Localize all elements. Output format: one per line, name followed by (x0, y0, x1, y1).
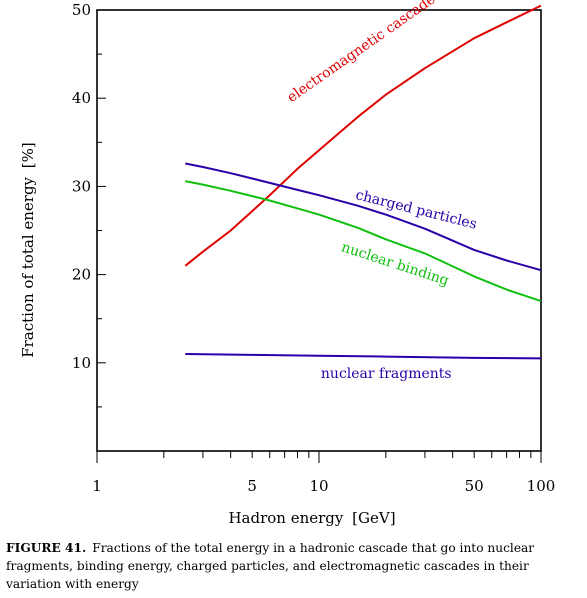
series-line (185, 353, 542, 360)
y-axis-label-text: Fraction of total energy (19, 176, 37, 357)
series-label: nuclear fragments (321, 366, 452, 382)
x-axis-unit-bracket-close: ] (390, 509, 396, 527)
x-axis-unit: GeV (358, 509, 391, 527)
y-tick-label: 50 (72, 1, 91, 19)
y-axis-unit: % (19, 148, 37, 162)
y-tick-label: 30 (72, 177, 91, 195)
y-axis-unit-bracket-close: ] (19, 142, 37, 148)
x-tick-label: 1 (92, 477, 102, 495)
series-label: electromagnetic cascade (284, 0, 438, 106)
x-tick-label: 50 (465, 477, 484, 495)
series-line (184, 4, 542, 267)
y-axis-label: Fraction of total energy [%] (19, 142, 37, 358)
caption-text: Fractions of the total energy in a hadro… (6, 541, 535, 591)
x-axis-label-text: Hadron energy (228, 509, 343, 527)
series-lines (184, 4, 542, 360)
y-tick-label: 20 (72, 266, 91, 284)
x-axis-label: Hadron energy [GeV] (228, 509, 395, 527)
x-tick-label: 100 (527, 477, 556, 495)
x-tick-label: 10 (309, 477, 328, 495)
series-line (185, 162, 542, 272)
y-tick-label: 40 (72, 89, 91, 107)
x-tick-label: 5 (247, 477, 257, 495)
series-line (185, 180, 542, 303)
y-axis-unit-bracket-open: [ (19, 162, 37, 168)
ticks: 10 20 30 40 50 1 5 10 50 100 (72, 1, 555, 495)
y-tick-label: 10 (72, 354, 91, 372)
figure-caption: FIGURE 41. Fractions of the total energy … (6, 539, 582, 593)
x-axis-unit-bracket-open: [ (352, 509, 358, 527)
figure-number: FIGURE 41. (6, 541, 87, 555)
series-label: nuclear binding (339, 239, 450, 289)
